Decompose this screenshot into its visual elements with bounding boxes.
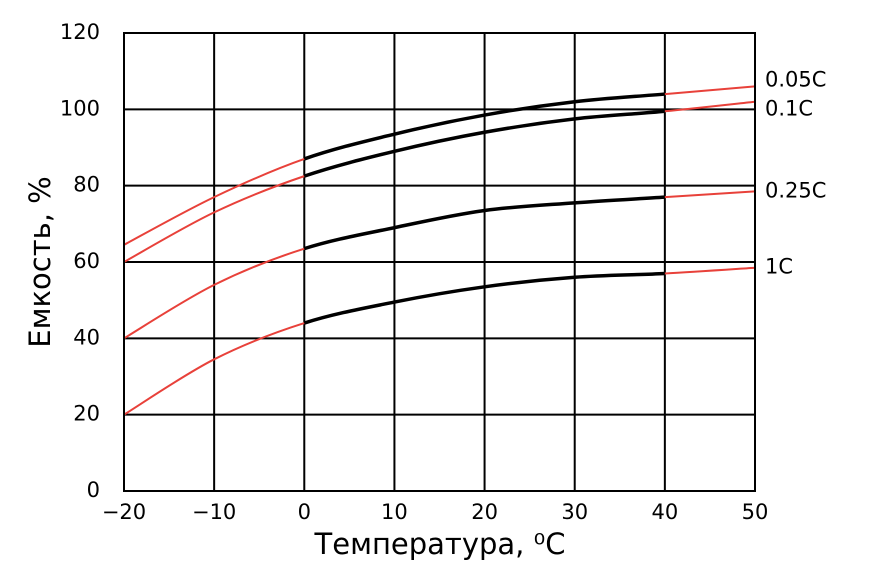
x-tick-label: 30 <box>561 500 588 524</box>
line-segment <box>303 132 395 161</box>
line-segment <box>394 130 485 154</box>
line-segment <box>303 225 395 251</box>
line-segment <box>484 275 575 289</box>
line-segment <box>574 109 666 121</box>
x-tick-label: 10 <box>381 500 408 524</box>
y-tick-label: 40 <box>73 325 100 349</box>
y-axis-title: Емкость, % <box>23 176 57 347</box>
line-segment <box>123 284 215 340</box>
y-tick-label: 120 <box>60 20 100 44</box>
x-tick-label: −20 <box>102 500 146 524</box>
line-segment <box>394 113 485 136</box>
x-tick-label: 50 <box>742 500 769 524</box>
x-tick-label: 0 <box>298 500 311 524</box>
line-segment <box>213 322 305 361</box>
line-segment <box>484 99 575 117</box>
x-axis-title: Температура, ⁰C <box>314 527 566 561</box>
x-tick-label: 40 <box>651 500 678 524</box>
y-tick-label: 100 <box>60 96 100 120</box>
series-label: 0.05C <box>765 67 826 91</box>
line-segment <box>303 300 395 325</box>
y-tick-label: 0 <box>87 478 100 502</box>
line-segment <box>213 158 305 199</box>
line-segment <box>123 358 215 416</box>
series-label: 0.25C <box>765 178 826 202</box>
line-segment <box>394 285 485 304</box>
line-segment <box>664 100 756 113</box>
line-segment <box>123 196 215 246</box>
line-segment <box>574 271 665 280</box>
line-segment <box>303 149 395 178</box>
line-segment <box>664 266 756 275</box>
line-segment <box>213 247 305 286</box>
line-segment <box>123 211 215 263</box>
line-segment <box>484 201 575 213</box>
y-tick-label: 80 <box>73 173 100 197</box>
x-tick-label: 20 <box>471 500 498 524</box>
plot-frame <box>123 32 756 492</box>
line-segment <box>213 175 305 214</box>
line-segment <box>394 208 485 230</box>
line-segment <box>664 190 756 199</box>
line-segment <box>574 92 666 104</box>
line-segment <box>484 117 575 134</box>
y-tick-label: 20 <box>73 402 100 426</box>
x-tick-label: −10 <box>192 500 236 524</box>
line-segment <box>574 195 665 205</box>
series-label: 1C <box>765 255 793 279</box>
y-tick-label: 60 <box>73 249 100 273</box>
line-segment <box>664 85 756 96</box>
series-label: 0.1C <box>765 97 813 121</box>
